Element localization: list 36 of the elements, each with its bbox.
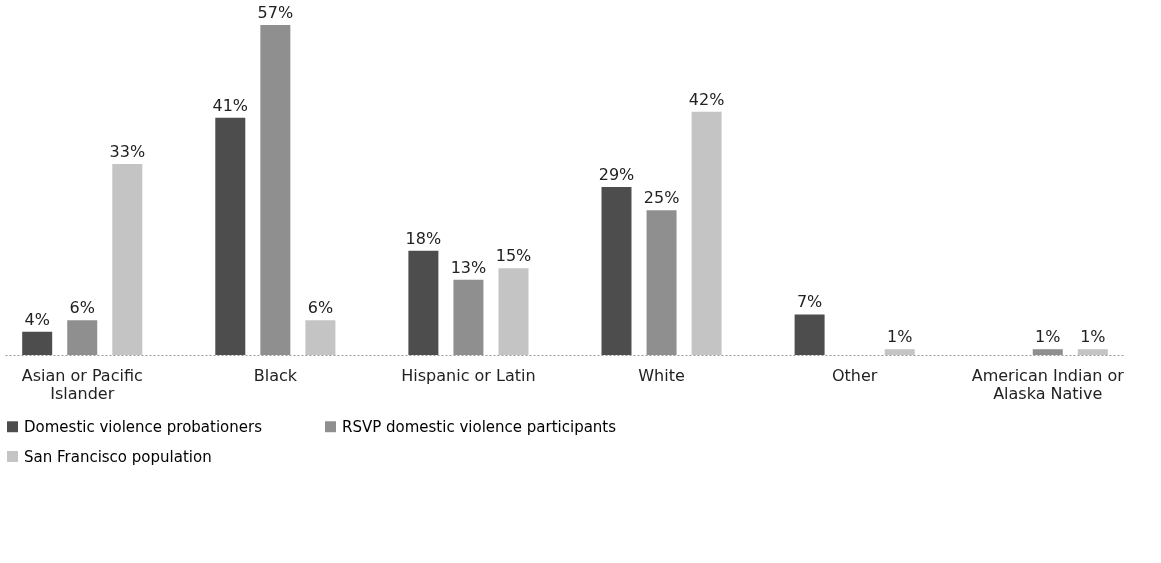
bar: [22, 331, 53, 355]
x-tick-label: Black: [253, 365, 298, 385]
legend-label: RSVP domestic violence participants: [342, 417, 617, 436]
legend-label: Domestic violence probationers: [24, 417, 263, 436]
data-label: 1%: [1080, 327, 1106, 347]
bar: [498, 268, 529, 355]
bar: [215, 117, 246, 355]
x-tick-label: Other: [831, 365, 878, 385]
data-label: 29%: [598, 165, 635, 185]
bar: [794, 314, 825, 355]
data-label: 6%: [307, 298, 334, 318]
bar: [884, 349, 915, 355]
bar: [112, 163, 143, 355]
data-label: 1%: [887, 327, 913, 347]
data-label: 13%: [450, 257, 487, 277]
bar: [601, 187, 632, 355]
data-label: 15%: [495, 246, 532, 266]
data-label: 57%: [257, 3, 294, 22]
data-label: 1%: [1035, 327, 1061, 347]
x-tick-label: Asian or Pacific Islander: [21, 365, 143, 403]
data-label: 4%: [24, 309, 50, 329]
data-label: 42%: [688, 89, 725, 109]
bar: [1077, 349, 1108, 355]
data-label: 33%: [109, 141, 146, 161]
bar: [305, 320, 336, 355]
data-label: 41%: [212, 95, 249, 115]
data-label: 6%: [69, 298, 95, 318]
bar: [691, 111, 722, 355]
x-tick-label: White: [638, 365, 685, 385]
x-tick-label: American Indian or Alaska Native: [971, 365, 1125, 403]
x-tick-label: Hispanic or Latin: [401, 365, 536, 385]
data-label: 7%: [796, 292, 823, 312]
bar: [408, 250, 439, 355]
data-label: 25%: [643, 188, 680, 208]
legend-label: San Francisco population: [24, 447, 212, 466]
data-label: 18%: [405, 228, 442, 248]
